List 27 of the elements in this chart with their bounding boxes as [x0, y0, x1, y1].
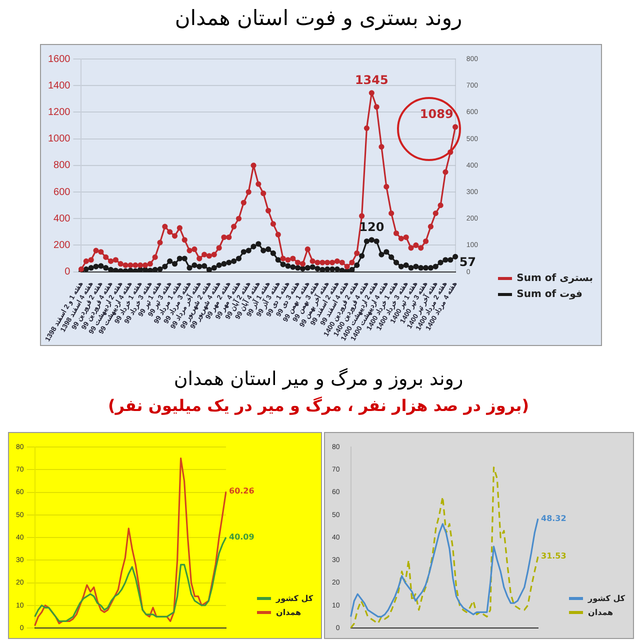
data-label: 57: [459, 254, 476, 269]
legend-label: کل کشور: [588, 594, 625, 603]
data-label: 1345: [354, 73, 388, 88]
y-tick-label: 1000: [48, 134, 71, 145]
text: روند بروز و مرگ و میر استان همدان: [172, 368, 464, 390]
line-series: [350, 466, 539, 628]
y-tick-label: 600: [54, 186, 71, 198]
data-label: 31.53: [541, 552, 566, 561]
y-tick-label: 1400: [48, 80, 71, 92]
data-label: 60.26: [229, 486, 255, 496]
data-label: 48.32: [541, 514, 566, 523]
y-tick-label: 200: [54, 240, 71, 251]
y-tick-label: 0: [64, 266, 71, 278]
text: (بروز در صد هزار نفر ، مرگ و میر در یک میلیون نفر): [106, 396, 530, 415]
data-label: 120: [359, 220, 384, 234]
data-label: 40.09: [229, 532, 255, 542]
legend-label: همدان: [588, 608, 614, 617]
data-label: 1089: [420, 107, 454, 122]
legend-label: همدان: [276, 608, 302, 617]
y-tick-label: 400: [54, 213, 71, 224]
legend-label: Sum of بستری: [516, 273, 593, 284]
y-tick-label: 1600: [48, 54, 71, 65]
chart-title: روند بستری و فوت استان همدان: [174, 6, 464, 30]
legend-label: Sum of فوت: [516, 289, 582, 300]
y-tick-label: 800: [54, 160, 71, 172]
legend-label: کل کشور: [276, 594, 313, 603]
y-tick-label: 1200: [48, 106, 71, 118]
